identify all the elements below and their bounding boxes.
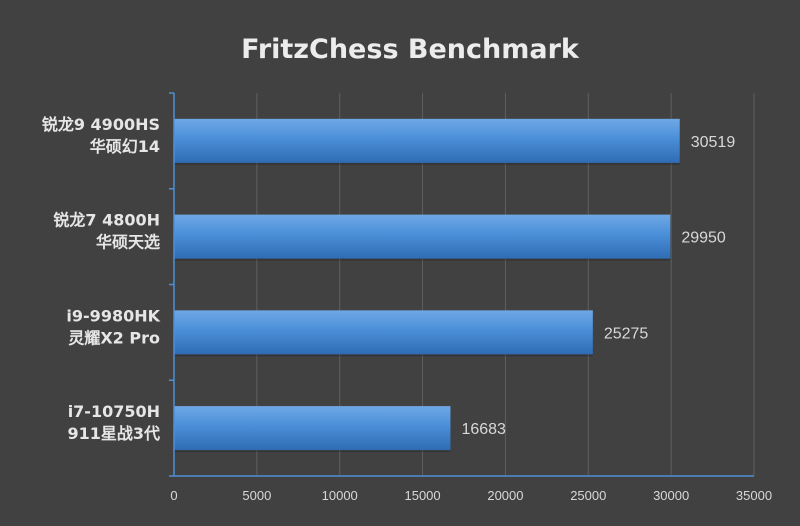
- data-label: 29950: [681, 230, 726, 247]
- x-tick-label: 20000: [487, 488, 523, 503]
- x-tick-label: 15000: [404, 488, 440, 503]
- x-tick-label: 10000: [322, 488, 358, 503]
- category-label: 锐龙9 4900HS: [42, 115, 160, 134]
- category-label: 华硕幻14: [90, 137, 160, 156]
- category-label: i9-9980HK: [66, 306, 160, 325]
- x-tick-label: 30000: [653, 488, 689, 503]
- x-tick-label: 35000: [736, 488, 772, 503]
- category-label: 华硕天选: [96, 233, 160, 252]
- data-label: 25275: [604, 325, 649, 342]
- category-label: 灵耀X2 Pro: [68, 328, 160, 347]
- category-label: 911星战3代: [67, 424, 160, 443]
- category-label: i7-10750H: [68, 402, 160, 421]
- x-tick-label: 25000: [570, 488, 606, 503]
- labels: 0 5000 10000 15000 20000 25000 30000 35000 30519…: [42, 115, 772, 503]
- bar: [174, 118, 680, 163]
- x-tick-label: 0: [170, 488, 177, 503]
- chart-title: FritzChess Benchmark: [241, 34, 580, 65]
- bar: [174, 406, 451, 451]
- bar: [174, 214, 671, 259]
- category-label: 锐龙7 4800H: [53, 211, 160, 230]
- data-label: 30519: [691, 134, 736, 151]
- bars: [174, 118, 680, 453]
- bar: [174, 310, 593, 355]
- x-tick-label: 5000: [242, 488, 271, 503]
- data-label: 16683: [461, 421, 506, 438]
- axes: [169, 92, 754, 477]
